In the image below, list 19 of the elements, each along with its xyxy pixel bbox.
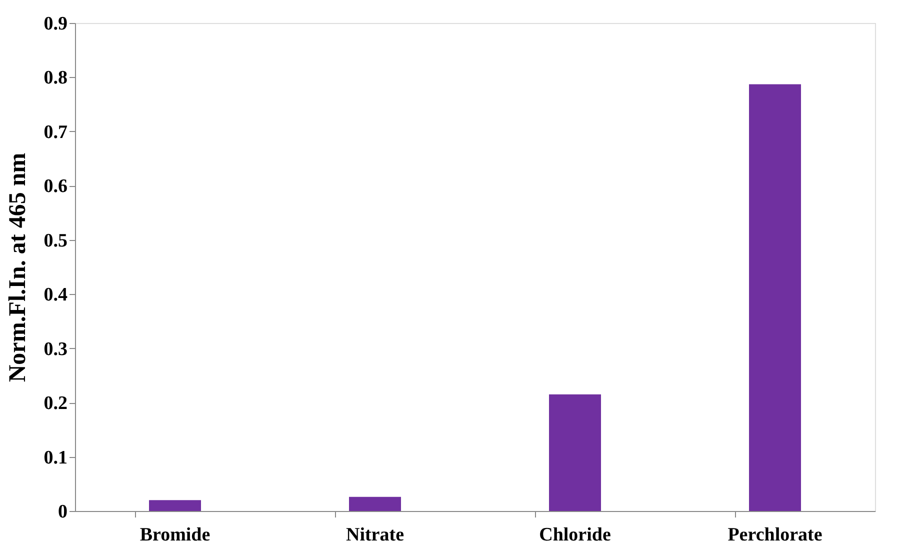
x-tick-label: Perchlorate (728, 524, 822, 546)
y-tick-label: 0.6 (44, 176, 68, 198)
bar (149, 500, 201, 511)
y-tick-label: 0.4 (44, 284, 68, 306)
bar (749, 84, 801, 511)
y-tick-label: 0.3 (44, 338, 68, 360)
y-tick-label: 0.2 (44, 393, 68, 414)
x-tick-label: Bromide (140, 524, 210, 546)
bar (549, 394, 601, 511)
x-tick-label: Nitrate (346, 524, 404, 546)
y-tick-label: 0.7 (44, 122, 68, 143)
bar (349, 496, 401, 511)
y-tick-label: 0.1 (44, 447, 68, 468)
y-tick-label: 0.9 (44, 14, 68, 34)
x-tick-label: Chloride (539, 524, 611, 546)
y-tick-label: 0.8 (44, 68, 68, 89)
y-tick-label: 0.5 (44, 230, 68, 252)
y-tick-label: 0 (58, 502, 68, 522)
y-axis-title: Norm.Fl.In. at 465 nm (4, 152, 31, 382)
